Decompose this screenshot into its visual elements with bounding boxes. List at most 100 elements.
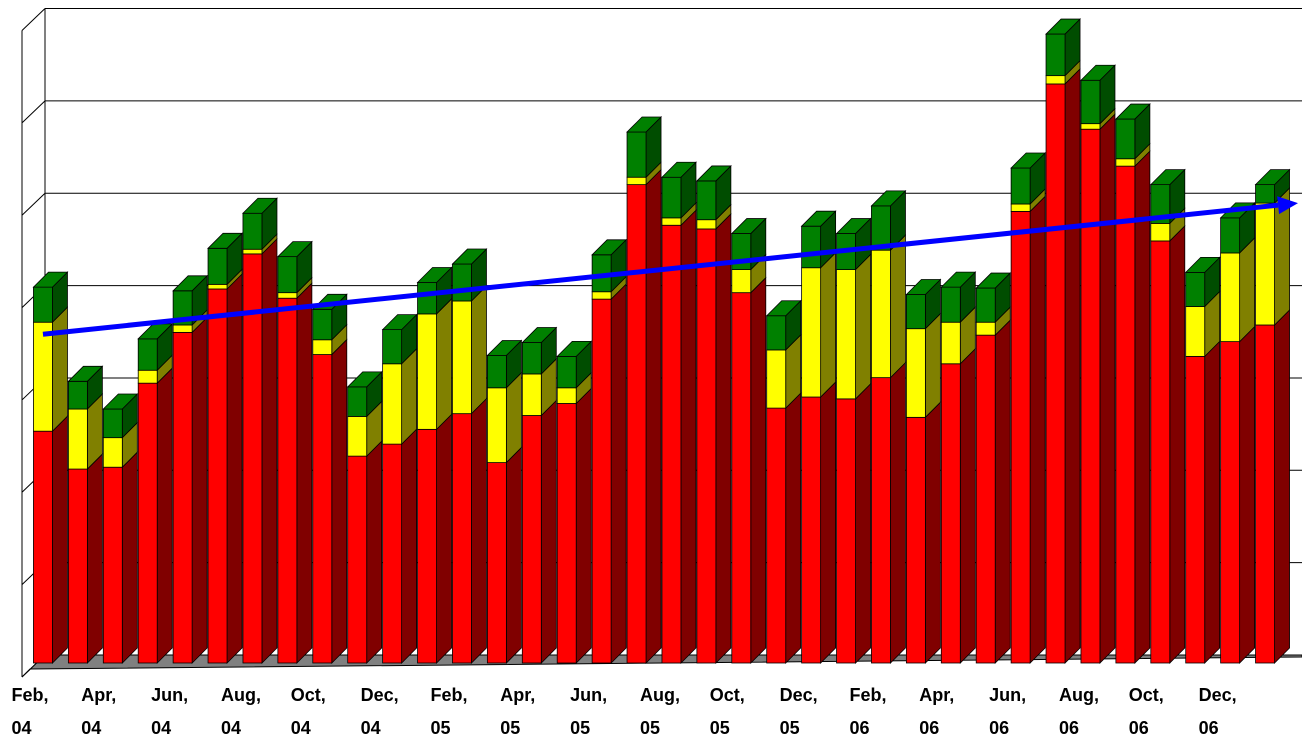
- bar-segment: [452, 413, 472, 664]
- wall-grid-line: [21, 8, 46, 31]
- bar-segment: [1045, 33, 1066, 77]
- x-tick-label: Oct, 04: [290, 685, 326, 738]
- bar-segment: [1150, 240, 1171, 664]
- bar-segment: [801, 225, 822, 269]
- x-tick-label: Oct, 05: [709, 685, 745, 738]
- x-tick-label: Jun, 04: [151, 685, 189, 738]
- bar-segment: [1255, 184, 1275, 204]
- x-tick-label: Jun, 05: [570, 685, 608, 738]
- bar-segment: [661, 217, 682, 226]
- bar-segment: [102, 466, 123, 664]
- bar-side: [1099, 113, 1116, 664]
- x-tick-label: Apr, 06: [919, 685, 955, 738]
- x-tick-label: Aug, 04: [220, 685, 261, 738]
- bar-segment: [1185, 306, 1206, 357]
- bar-segment: [486, 355, 507, 389]
- bar-segment: [766, 349, 787, 409]
- bar-segment: [1255, 324, 1275, 664]
- bar-top: [730, 218, 767, 234]
- bar-segment: [382, 443, 403, 664]
- bar-segment: [242, 248, 263, 255]
- bar-top: [626, 116, 663, 133]
- bar-side: [1029, 195, 1046, 664]
- bar-top: [451, 248, 488, 265]
- bar-segment: [417, 282, 437, 315]
- bar-side: [855, 382, 871, 664]
- bar-segment: [591, 298, 612, 664]
- bar-segment: [556, 387, 577, 404]
- bar-side: [1169, 224, 1186, 664]
- bar-top: [660, 161, 697, 178]
- bar-side: [226, 273, 243, 664]
- bar-segment: [661, 224, 682, 664]
- bar-side: [924, 312, 941, 419]
- bar-segment: [975, 287, 996, 323]
- bar-top: [172, 275, 209, 292]
- bar-segment: [486, 387, 507, 463]
- bar-segment: [382, 363, 403, 445]
- bar-side: [1239, 236, 1256, 343]
- wall-grid-line: [21, 192, 46, 216]
- trend-line: [42, 202, 1279, 337]
- bar-segment: [1220, 217, 1241, 254]
- bar-top: [207, 232, 244, 249]
- bar-segment: [1115, 165, 1136, 664]
- bar-segment: [626, 176, 647, 186]
- bar-top: [521, 327, 558, 343]
- x-tick-label: Aug, 06: [1058, 685, 1099, 738]
- bar-segment: [312, 339, 333, 355]
- bar-segment: [836, 398, 856, 664]
- bar-side: [890, 361, 906, 664]
- bar-segment: [277, 292, 298, 299]
- bar-segment: [417, 428, 437, 664]
- x-tick-label: Apr, 05: [500, 685, 536, 738]
- bar-side: [471, 285, 487, 415]
- bar-segment: [1150, 223, 1171, 242]
- x-tick-label: Feb, 06: [849, 685, 887, 738]
- bar-side: [296, 282, 313, 664]
- bar-top: [381, 314, 418, 331]
- bar-side: [610, 283, 627, 664]
- bar-side: [1134, 150, 1151, 664]
- bar-top: [765, 300, 802, 317]
- bar-side: [575, 387, 592, 664]
- bar-side: [471, 397, 487, 664]
- bar-segment: [696, 228, 717, 664]
- bar-segment: [33, 430, 53, 664]
- bar-side: [1204, 340, 1221, 664]
- bar-side: [436, 413, 452, 664]
- bar-segment: [137, 338, 158, 371]
- bar-top: [1184, 256, 1221, 273]
- bar-top: [800, 210, 837, 227]
- bar-segment: [661, 176, 682, 219]
- bar-side: [820, 251, 837, 398]
- bar-segment: [33, 321, 53, 432]
- bar-segment: [137, 369, 158, 384]
- bar-segment: [1115, 158, 1136, 167]
- bar-top: [32, 271, 69, 288]
- bar-top: [975, 272, 1012, 289]
- bar-top: [1079, 64, 1116, 81]
- bar-segment: [486, 462, 507, 664]
- bar-segment: [1255, 202, 1275, 326]
- bar-segment: [1080, 79, 1101, 125]
- x-tick-label: Apr, 04: [81, 685, 117, 738]
- bar-segment: [1045, 75, 1066, 85]
- bar-side: [1239, 325, 1256, 664]
- bar-segment: [277, 297, 298, 664]
- bar-segment: [940, 363, 961, 664]
- bar-segment: [172, 324, 193, 333]
- trend-arrowhead: [1277, 196, 1298, 215]
- bar-segment: [731, 269, 752, 294]
- bar-segment: [626, 131, 647, 178]
- bar-segment: [766, 315, 787, 351]
- bar-segment: [871, 249, 891, 379]
- bar-segment: [696, 180, 717, 221]
- bar-segment: [696, 219, 717, 230]
- bar-segment: [347, 455, 368, 664]
- bar-segment: [1220, 341, 1241, 664]
- bar-segment: [102, 408, 123, 439]
- bar-segment: [347, 386, 368, 417]
- bar-side: [86, 453, 103, 664]
- bar-top: [67, 365, 104, 382]
